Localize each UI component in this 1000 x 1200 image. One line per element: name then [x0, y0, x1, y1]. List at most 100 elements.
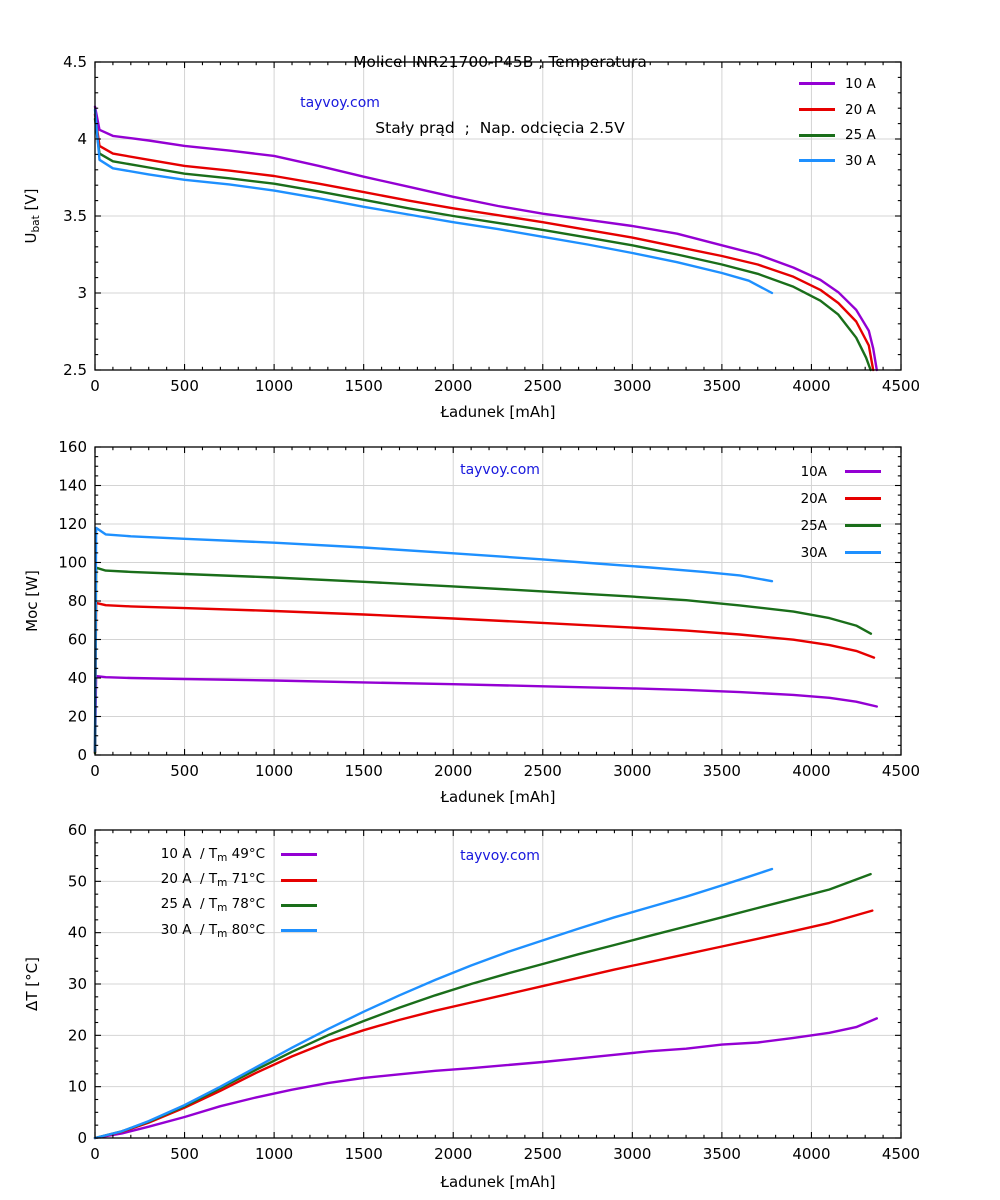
legend-label: 25 A	[845, 127, 876, 143]
title-line2: Stały prąd ; Nap. odcięcia 2.5V	[375, 119, 625, 137]
series-line-20-a	[93, 113, 875, 372]
x-tick-label: 3000	[613, 1145, 651, 1163]
x-tick-label: 2500	[524, 762, 562, 780]
legend-swatch	[845, 470, 881, 473]
legend-item: 20 A	[799, 97, 876, 123]
y-tick-label: 30	[68, 975, 87, 993]
watermark-middle: tayvoy.com	[460, 462, 540, 478]
x-axis-label-bottom: Ładunek [mAh]	[440, 1173, 556, 1191]
x-tick-label: 2000	[434, 762, 472, 780]
y-tick-label: 20	[68, 708, 87, 726]
x-tick-label: 500	[170, 1145, 199, 1163]
y-tick-label: 2.5	[63, 361, 87, 379]
legend-label-text: 25A	[800, 517, 827, 534]
legend-label-text: 10A	[800, 463, 827, 480]
legend-voltage-chart: 10 A 20 A 25 A 30 A	[799, 71, 876, 174]
legend-label-subscript: m	[217, 877, 228, 890]
x-tick-label: 4500	[882, 762, 920, 780]
x-tick-label: 3000	[613, 762, 651, 780]
y-tick-label: 140	[58, 477, 87, 495]
legend-label-text: 25 A	[845, 127, 876, 144]
legend-label-text: 20 A / T	[160, 871, 218, 888]
legend-swatch	[845, 497, 881, 500]
y-tick-label: 40	[68, 924, 87, 942]
legend-item: 30 A / Tm 80°C	[138, 918, 317, 943]
legend-item: 25 A	[799, 122, 876, 148]
x-tick-label: 3500	[703, 762, 741, 780]
legend-label-text: 20 A	[845, 101, 876, 118]
x-tick-label: 4500	[882, 1145, 920, 1163]
legend-item: 10 A	[799, 71, 876, 97]
y-tick-label: 20	[68, 1026, 87, 1044]
x-tick-label: 0	[90, 1145, 100, 1163]
legend-swatch	[281, 929, 317, 933]
chart-power-chart: 0 500 1000 1500 2000 2500 3000 3500 4000 4500 0 20 4…	[58, 438, 920, 780]
legend-swatch	[799, 133, 835, 137]
legend-label: 25 A / Tm 78°C	[138, 896, 265, 914]
legend-item: 10 A / Tm 49°C	[138, 842, 317, 867]
x-tick-label: 0	[90, 377, 100, 395]
ylabel-text: U	[22, 232, 40, 244]
legend-label-text: 25 A / T	[160, 896, 218, 913]
x-tick-label: 0	[90, 762, 100, 780]
legend-label: 10 A / Tm 49°C	[138, 846, 265, 864]
title-line1: Molicel INR21700-P45B ; Temperatura	[353, 53, 647, 71]
ylabel-text: Moc [W]	[23, 570, 41, 632]
x-tick-label: 2500	[524, 1145, 562, 1163]
x-tick-label: 500	[170, 377, 199, 395]
x-axis-label-middle: Ładunek [mAh]	[440, 788, 556, 806]
x-tick-label: 1500	[345, 1145, 383, 1163]
legend-swatch	[799, 108, 835, 112]
x-tick-label: 500	[170, 762, 199, 780]
legend-label-text: 10 A	[845, 75, 876, 92]
x-tick-label: 1000	[255, 1145, 293, 1163]
ylabel-text: ΔT [°C]	[23, 957, 41, 1011]
y-tick-label: 4.5	[63, 53, 87, 71]
y-tick-label: 160	[58, 438, 87, 456]
y-tick-label: 50	[68, 872, 87, 890]
chart-voltage-chart: 0 500 1000 1500 2000 2500 3000 3500 4000 4500 2.5 3…	[63, 53, 920, 395]
legend-label-text: 10 A / T	[160, 845, 218, 862]
legend-label-subscript: m	[217, 851, 228, 864]
legend-swatch	[845, 524, 881, 527]
y-tick-label: 3	[77, 284, 87, 302]
y-tick-label: 80	[68, 592, 87, 610]
y-axis-label-temperature: ΔT [°C]	[23, 957, 41, 1011]
x-tick-label: 4000	[792, 762, 830, 780]
series-line-20a	[93, 601, 876, 755]
y-tick-label: 0	[77, 1129, 87, 1147]
ylabel-text: [V]	[22, 188, 40, 216]
y-tick-label: 3.5	[63, 207, 87, 225]
x-tick-label: 3000	[613, 377, 651, 395]
legend-item: 30A	[780, 539, 881, 566]
legend-label: 30 A / Tm 80°C	[138, 922, 265, 940]
watermark-bottom: tayvoy.com	[460, 848, 540, 864]
legend-item: 20A	[780, 485, 881, 512]
legend-swatch	[281, 903, 317, 907]
legend-swatch	[281, 878, 317, 882]
legend-label: 10 A	[845, 76, 876, 92]
legend-label: 20A	[780, 491, 827, 507]
legend-swatch	[799, 82, 835, 86]
x-tick-label: 4000	[792, 377, 830, 395]
legend-label-text: 71°C	[227, 871, 265, 888]
legend-label: 10A	[780, 464, 827, 480]
legend-item: 10A	[780, 458, 881, 485]
x-tick-label: 1500	[345, 762, 383, 780]
legend-temperature-chart: 10 A / Tm 49°C 20 A / Tm 71°C 25 A / Tm 78…	[138, 842, 317, 944]
chart-title: Molicel INR21700-P45B ; Temperatura Stał…	[0, 7, 1000, 183]
series-line-25-a-tm-78-c	[93, 872, 872, 1140]
legend-label-text: 20A	[800, 490, 827, 507]
legend-item: 25A	[780, 512, 881, 539]
legend-item: 20 A / Tm 71°C	[138, 867, 317, 892]
series-line-25a	[93, 566, 873, 755]
legend-label-text: 49°C	[227, 845, 265, 862]
y-tick-label: 60	[68, 631, 87, 649]
y-axis-label-power: Moc [W]	[23, 570, 41, 632]
x-tick-label: 3500	[703, 377, 741, 395]
x-tick-label: 4000	[792, 1145, 830, 1163]
series-line-25-a	[93, 117, 872, 372]
y-tick-label: 0	[77, 746, 87, 764]
series-line-10-a-tm-49-c	[93, 1017, 878, 1140]
